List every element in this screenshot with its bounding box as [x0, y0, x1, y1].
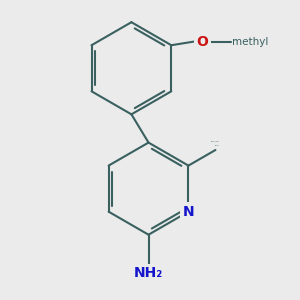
Text: methyl: methyl — [214, 144, 219, 145]
Text: methyl: methyl — [232, 37, 268, 46]
Text: methyl_label: methyl_label — [211, 140, 220, 142]
Text: O: O — [196, 34, 208, 49]
Text: methyl: methyl — [233, 40, 238, 41]
Text: N: N — [183, 205, 194, 219]
Text: NH₂: NH₂ — [134, 266, 163, 280]
